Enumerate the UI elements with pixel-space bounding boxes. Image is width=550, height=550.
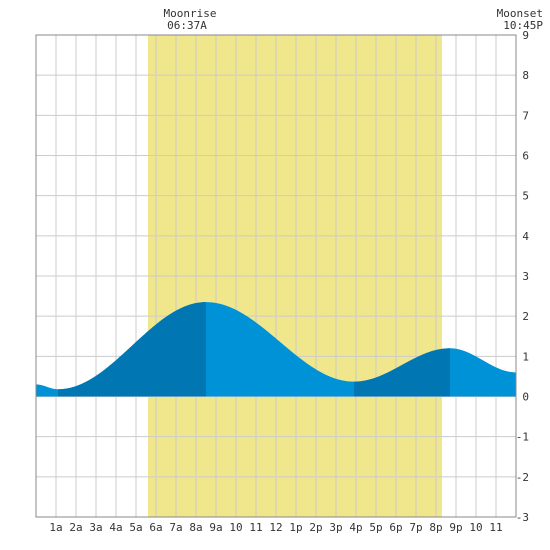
x-tick-label: 11: [249, 521, 262, 534]
y-tick-label: 7: [522, 109, 529, 122]
moonset-time: 10:45P: [503, 19, 543, 32]
x-tick-label: 6a: [149, 521, 162, 534]
x-tick-label: 5a: [129, 521, 142, 534]
x-tick-label: 2p: [309, 521, 322, 534]
x-tick-label: 12: [269, 521, 282, 534]
y-tick-label: 1: [522, 350, 529, 363]
tide-area-dark: [354, 348, 450, 397]
x-tick-label: 7a: [169, 521, 182, 534]
x-tick-label: 6p: [389, 521, 402, 534]
x-tick-label: 10: [469, 521, 482, 534]
x-tick-label: 3a: [89, 521, 102, 534]
moonrise-title: Moonrise: [164, 7, 217, 20]
x-tick-label: 10: [229, 521, 242, 534]
y-tick-label: 8: [522, 69, 529, 82]
y-tick-label: -3: [516, 511, 529, 524]
y-tick-label: 4: [522, 230, 529, 243]
x-tick-label: 11: [489, 521, 502, 534]
x-tick-label: 8p: [429, 521, 442, 534]
y-tick-label: 5: [522, 190, 529, 203]
x-tick-label: 9p: [449, 521, 462, 534]
y-tick-label: -1: [516, 431, 529, 444]
x-axis-ticks: 1a 2a 3a 4a 5a 6a 7a 8a 9a 10 11 12 1p 2p 3p 4p 5p 6p 7p 8p…: [49, 521, 502, 534]
y-tick-label: 6: [522, 150, 529, 163]
y-tick-label: -2: [516, 471, 529, 484]
grid: [36, 35, 516, 517]
x-tick-label: 7p: [409, 521, 422, 534]
x-tick-label: 5p: [369, 521, 382, 534]
x-tick-label: 8a: [189, 521, 202, 534]
tide-area-dark: [58, 302, 206, 397]
x-tick-label: 9a: [209, 521, 222, 534]
y-tick-label: 2: [522, 310, 529, 323]
x-tick-label: 4p: [349, 521, 362, 534]
x-tick-label: 1a: [49, 521, 62, 534]
y-tick-label: 3: [522, 270, 529, 283]
tide-area: [36, 302, 516, 397]
x-tick-label: 2a: [69, 521, 82, 534]
x-tick-label: 4a: [109, 521, 122, 534]
x-tick-label: 3p: [329, 521, 342, 534]
moonrise-time: 06:37A: [167, 19, 207, 32]
plot-border: [35, 34, 517, 518]
y-axis-ticks: 9 8 7 6 5 4 3 2 1 0 -1 -2 -3: [516, 29, 530, 524]
moonset-title: Moonset: [497, 7, 543, 20]
y-tick-label: 0: [522, 391, 529, 404]
x-tick-label: 1p: [289, 521, 302, 534]
y-tick-label: 9: [522, 29, 529, 42]
